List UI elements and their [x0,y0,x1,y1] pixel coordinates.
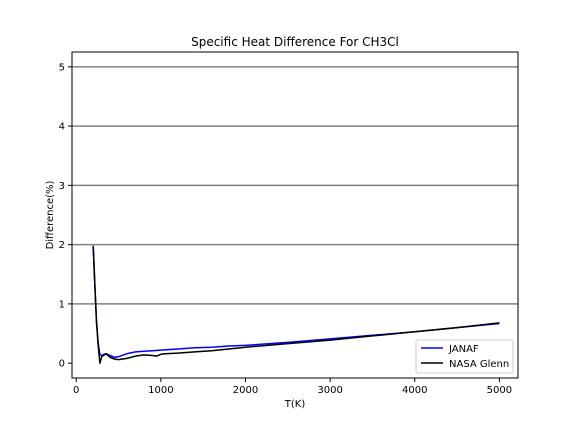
x-axis-ticks: 0 1000 2000 3000 4000 5000 [73,378,512,396]
plot-area [72,52,518,378]
legend-label-janaf: JANAF [448,344,479,355]
plot-frame [71,51,519,379]
legend: JANAF NASA Glenn [415,339,514,374]
series-line-nasa-glenn [92,245,500,364]
legend-label-nasa-glenn: NASA Glenn [449,359,509,370]
y-tick-label: 3 [59,181,65,192]
chart-title: Specific Heat Difference For CH3Cl [191,35,399,49]
y-tick-label: 2 [59,240,65,251]
y-tick-label: 4 [59,122,65,133]
y-tick-label: 1 [59,299,65,310]
y-axis-ticks: 0 1 2 3 4 5 [59,62,72,370]
x-tick-label: 0 [73,385,79,396]
x-tick-label: 2000 [233,385,258,396]
grid-lines [72,66,518,305]
x-tick-label: 3000 [317,385,342,396]
x-tick-label: 1000 [148,385,173,396]
y-tick-label: 5 [59,62,65,73]
y-tick-label: 0 [59,359,65,370]
series-line-janaf [92,245,500,359]
y-axis-label: Difference(%) [45,180,56,249]
series-layer [92,245,500,364]
x-axis-label: T(K) [284,399,306,410]
x-tick-label: 5000 [487,385,512,396]
x-tick-label: 4000 [402,385,427,396]
